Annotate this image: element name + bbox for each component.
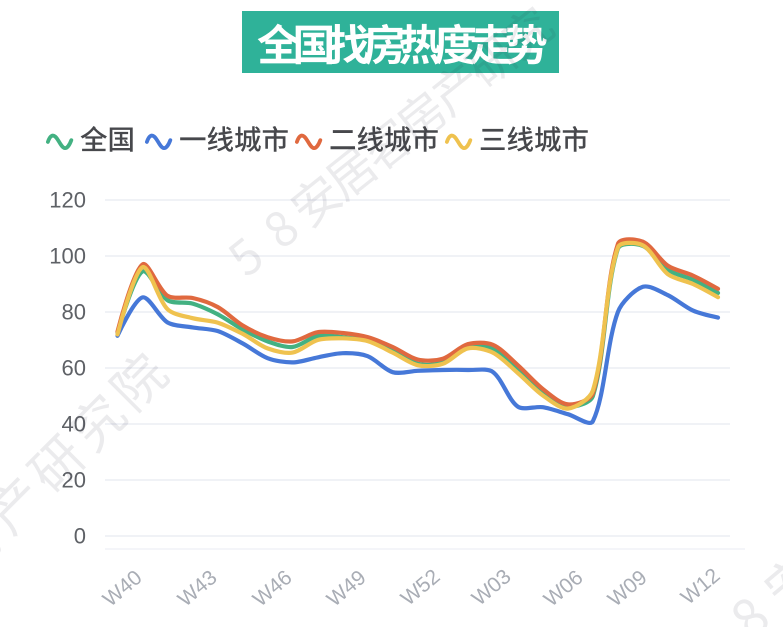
svg-text:W52: W52 bbox=[397, 565, 445, 610]
svg-text:W06: W06 bbox=[540, 566, 588, 611]
svg-text:20: 20 bbox=[62, 468, 86, 493]
svg-text:W46: W46 bbox=[249, 566, 297, 611]
svg-text:W40: W40 bbox=[99, 566, 147, 611]
svg-text:120: 120 bbox=[49, 188, 86, 213]
svg-text:100: 100 bbox=[49, 244, 86, 269]
svg-text:W03: W03 bbox=[468, 565, 516, 610]
svg-text:80: 80 bbox=[62, 300, 86, 325]
svg-text:W49: W49 bbox=[323, 566, 371, 611]
svg-text:40: 40 bbox=[62, 412, 86, 437]
svg-text:W12: W12 bbox=[677, 564, 725, 609]
svg-text:W43: W43 bbox=[174, 566, 222, 611]
svg-text:W09: W09 bbox=[604, 566, 652, 611]
svg-text:60: 60 bbox=[62, 356, 86, 381]
svg-text:0: 0 bbox=[74, 524, 86, 549]
